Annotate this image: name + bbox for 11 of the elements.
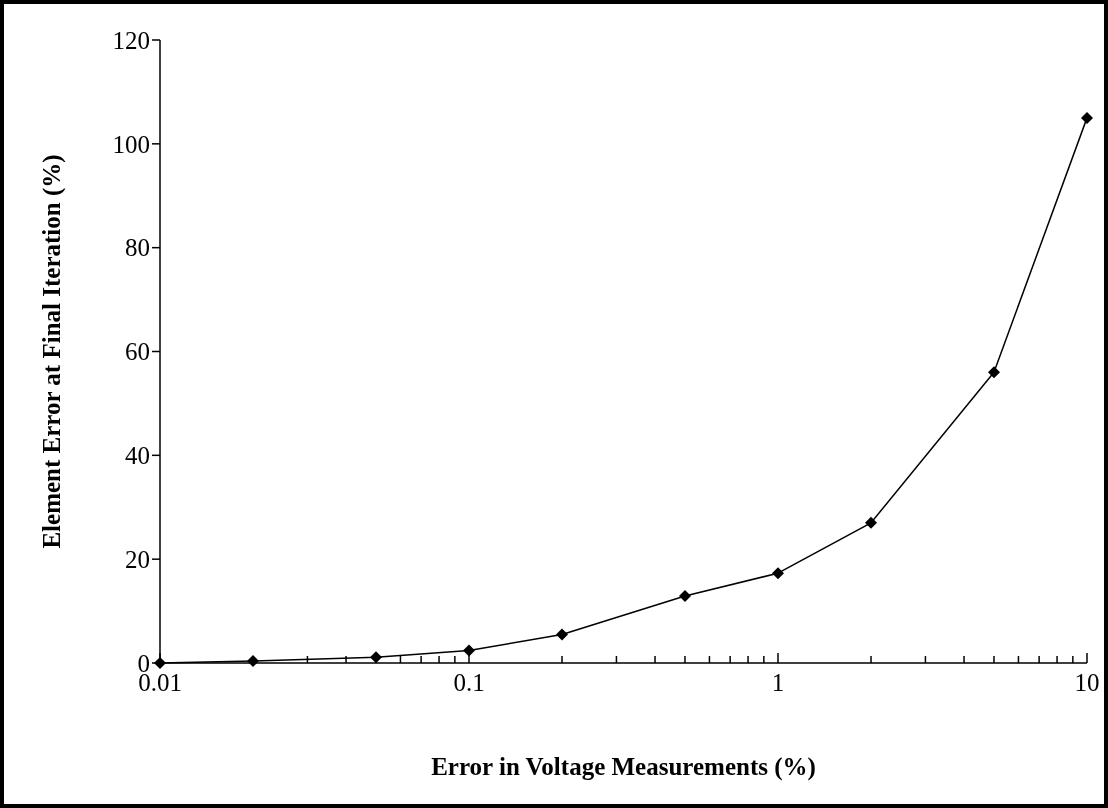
x-tick-label: 10 — [1074, 669, 1100, 696]
y-tick-label: 120 — [112, 26, 150, 54]
y-tick-label: 80 — [125, 234, 150, 262]
x-tick-label: 1 — [771, 669, 785, 696]
x-tick-label: 0.1 — [453, 669, 485, 696]
x-axis-title: Error in Voltage Measurements (%) — [431, 753, 816, 781]
y-axis-title: Element Error at Final Iteration (%) — [38, 154, 66, 549]
y-tick-label: 100 — [112, 130, 150, 158]
y-tick-label: 40 — [125, 442, 150, 470]
y-tick-label: 60 — [125, 338, 150, 366]
y-tick-label: 20 — [125, 545, 150, 573]
